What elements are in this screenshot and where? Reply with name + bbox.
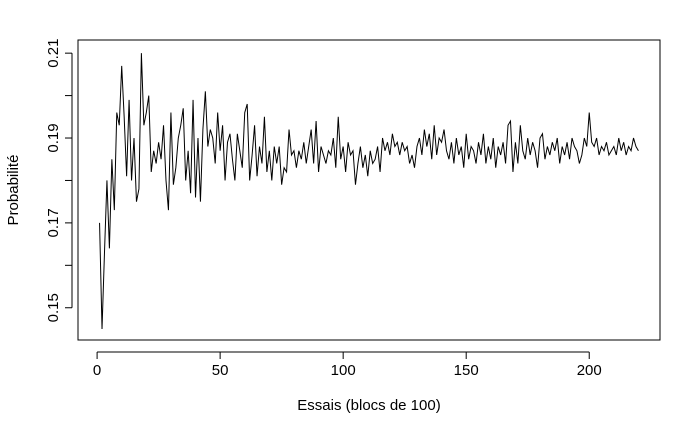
y-tick-label: 0.15 [45, 293, 62, 322]
y-tick-label: 0.19 [45, 123, 62, 152]
x-tick-label: 200 [577, 362, 602, 379]
x-axis-label: Essais (blocs de 100) [297, 397, 440, 414]
y-axis-label: Probabilité [5, 155, 22, 226]
plot-box [77, 39, 661, 341]
y-tick-label: 0.21 [45, 39, 62, 68]
data-line [99, 53, 639, 329]
x-tick-label: 100 [331, 362, 356, 379]
y-tick-label: 0.17 [45, 208, 62, 237]
x-tick-label: 50 [212, 362, 229, 379]
x-tick-label: 0 [93, 362, 101, 379]
x-tick-label: 150 [454, 362, 479, 379]
